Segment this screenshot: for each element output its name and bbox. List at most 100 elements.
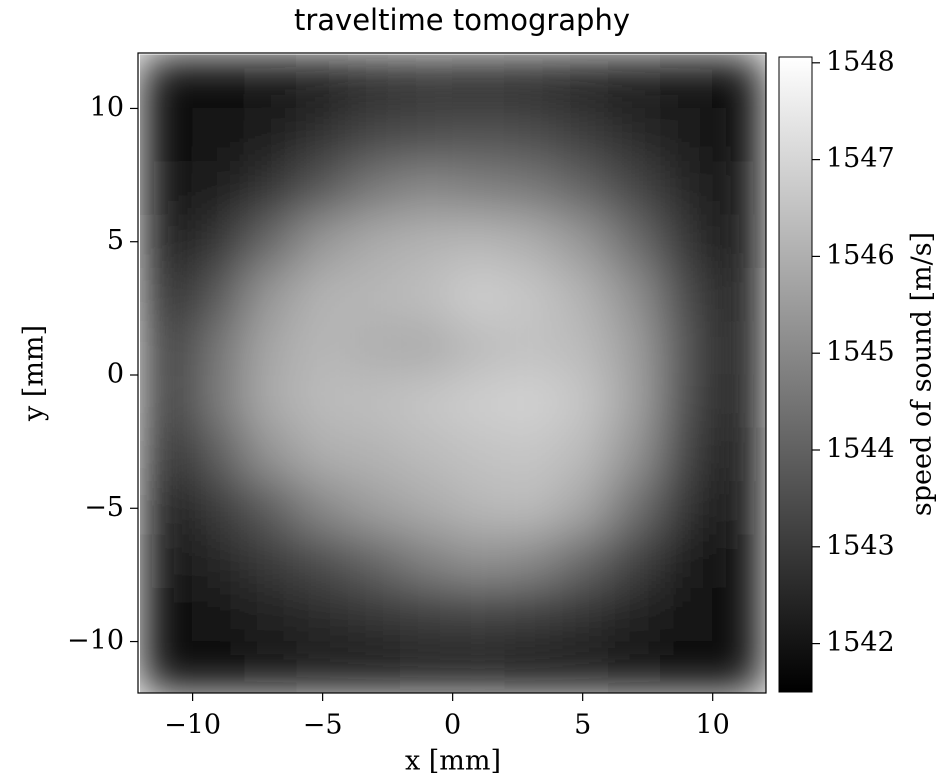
heatmap-cell — [712, 214, 766, 269]
heatmap-cell — [608, 54, 662, 109]
colorbar-tick-label: 1547 — [826, 143, 895, 174]
colorbar-tick-label: 1546 — [826, 240, 895, 271]
heatmap-cell — [608, 374, 662, 429]
heatmap-cell — [660, 161, 714, 216]
heatmap-cell — [504, 641, 558, 693]
heatmap-cell — [348, 587, 402, 643]
heatmap-cell — [452, 374, 506, 429]
heatmap-cell — [452, 214, 506, 269]
heatmap-cell — [556, 267, 610, 323]
y-axis-label: y [mm] — [19, 325, 50, 422]
heatmap-cell — [244, 427, 298, 483]
heatmap-cell — [140, 54, 194, 109]
heatmap-cell — [192, 587, 246, 643]
heatmap-cell — [400, 534, 454, 589]
heatmap-cell — [192, 267, 246, 323]
heatmap-cell — [556, 107, 610, 163]
heatmap-cell — [192, 161, 246, 216]
colorbar-tick-label: 1545 — [826, 337, 895, 368]
heatmap-cell — [608, 107, 662, 163]
heatmap-cell — [712, 534, 766, 589]
heatmap-cell — [296, 321, 350, 376]
heatmap-cell — [452, 427, 506, 483]
x-tick-label: 5 — [574, 710, 591, 741]
heatmap-cell — [712, 321, 766, 376]
heatmap-cell — [504, 427, 558, 483]
heatmap-cell — [556, 534, 610, 589]
heatmap-cell — [400, 107, 454, 163]
heatmap-cell — [712, 587, 766, 643]
heatmap-cell — [400, 214, 454, 269]
heatmap-cell — [296, 107, 350, 163]
heatmap-cell — [660, 427, 714, 483]
heatmap-cell — [504, 587, 558, 643]
heatmap-cell — [244, 267, 298, 323]
y-tick-label: 0 — [107, 358, 124, 389]
heatmap-cell — [556, 54, 610, 109]
heatmap-cell — [712, 427, 766, 483]
heatmap-cell — [348, 214, 402, 269]
heatmap-cell — [244, 534, 298, 589]
heatmap-cell — [660, 214, 714, 269]
heatmap-cell — [608, 641, 662, 693]
colorbar-tick-label: 1548 — [826, 46, 895, 77]
heatmap-cell — [192, 107, 246, 163]
heatmap-area — [140, 54, 766, 693]
heatmap-cell — [608, 267, 662, 323]
heatmap-cell — [660, 481, 714, 536]
plot-frame — [137, 52, 767, 694]
heatmap-cell — [400, 587, 454, 643]
heatmap-cell — [660, 267, 714, 323]
colorbar-tick-label: 1544 — [826, 434, 895, 465]
heatmap-cell — [504, 54, 558, 109]
heatmap-cell — [608, 321, 662, 376]
heatmap-cell — [556, 161, 610, 216]
heatmap-cell — [140, 374, 194, 429]
heatmap-cell — [140, 534, 194, 589]
heatmap-cell — [452, 161, 506, 216]
heatmap-cell — [608, 534, 662, 589]
heatmap-cell — [400, 481, 454, 536]
heatmap-cell — [712, 54, 766, 109]
heatmap-cell — [192, 481, 246, 536]
y-tick-label: −5 — [84, 492, 124, 523]
heatmap-cell — [400, 161, 454, 216]
heatmap-cell — [556, 481, 610, 536]
heatmap-cell — [192, 321, 246, 376]
heatmap-cell — [400, 54, 454, 109]
heatmap-cell — [452, 534, 506, 589]
heatmap-cell — [296, 214, 350, 269]
heatmap-cell — [244, 481, 298, 536]
heatmap-cell — [400, 641, 454, 693]
heatmap-cell — [140, 427, 194, 483]
heatmap-cell — [712, 374, 766, 429]
heatmap-cell — [140, 641, 194, 693]
heatmap-cell — [556, 587, 610, 643]
heatmap-cell — [400, 267, 454, 323]
colorbar — [778, 56, 813, 693]
heatmap-cell — [140, 214, 194, 269]
heatmap-cell — [504, 481, 558, 536]
heatmap-cell — [192, 374, 246, 429]
y-tick-label: −10 — [67, 625, 124, 656]
heatmap-cell — [556, 641, 610, 693]
x-tick-label: −10 — [164, 710, 221, 741]
heatmap-cell — [244, 374, 298, 429]
heatmap-cell — [296, 427, 350, 483]
heatmap-cell — [608, 214, 662, 269]
heatmap-cell — [452, 587, 506, 643]
heatmap-cell — [140, 267, 194, 323]
heatmap-cell — [400, 427, 454, 483]
heatmap-cell — [504, 161, 558, 216]
heatmap-cell — [244, 641, 298, 693]
heatmap-cell — [244, 214, 298, 269]
y-tick-label: 5 — [107, 225, 124, 256]
heatmap-cell — [296, 534, 350, 589]
heatmap-cell — [348, 161, 402, 216]
y-tick-label: 10 — [90, 92, 124, 123]
heatmap-cell — [348, 427, 402, 483]
heatmap-cell — [660, 107, 714, 163]
heatmap-cell — [556, 427, 610, 483]
heatmap-cell — [348, 374, 402, 429]
heatmap-cell — [452, 641, 506, 693]
